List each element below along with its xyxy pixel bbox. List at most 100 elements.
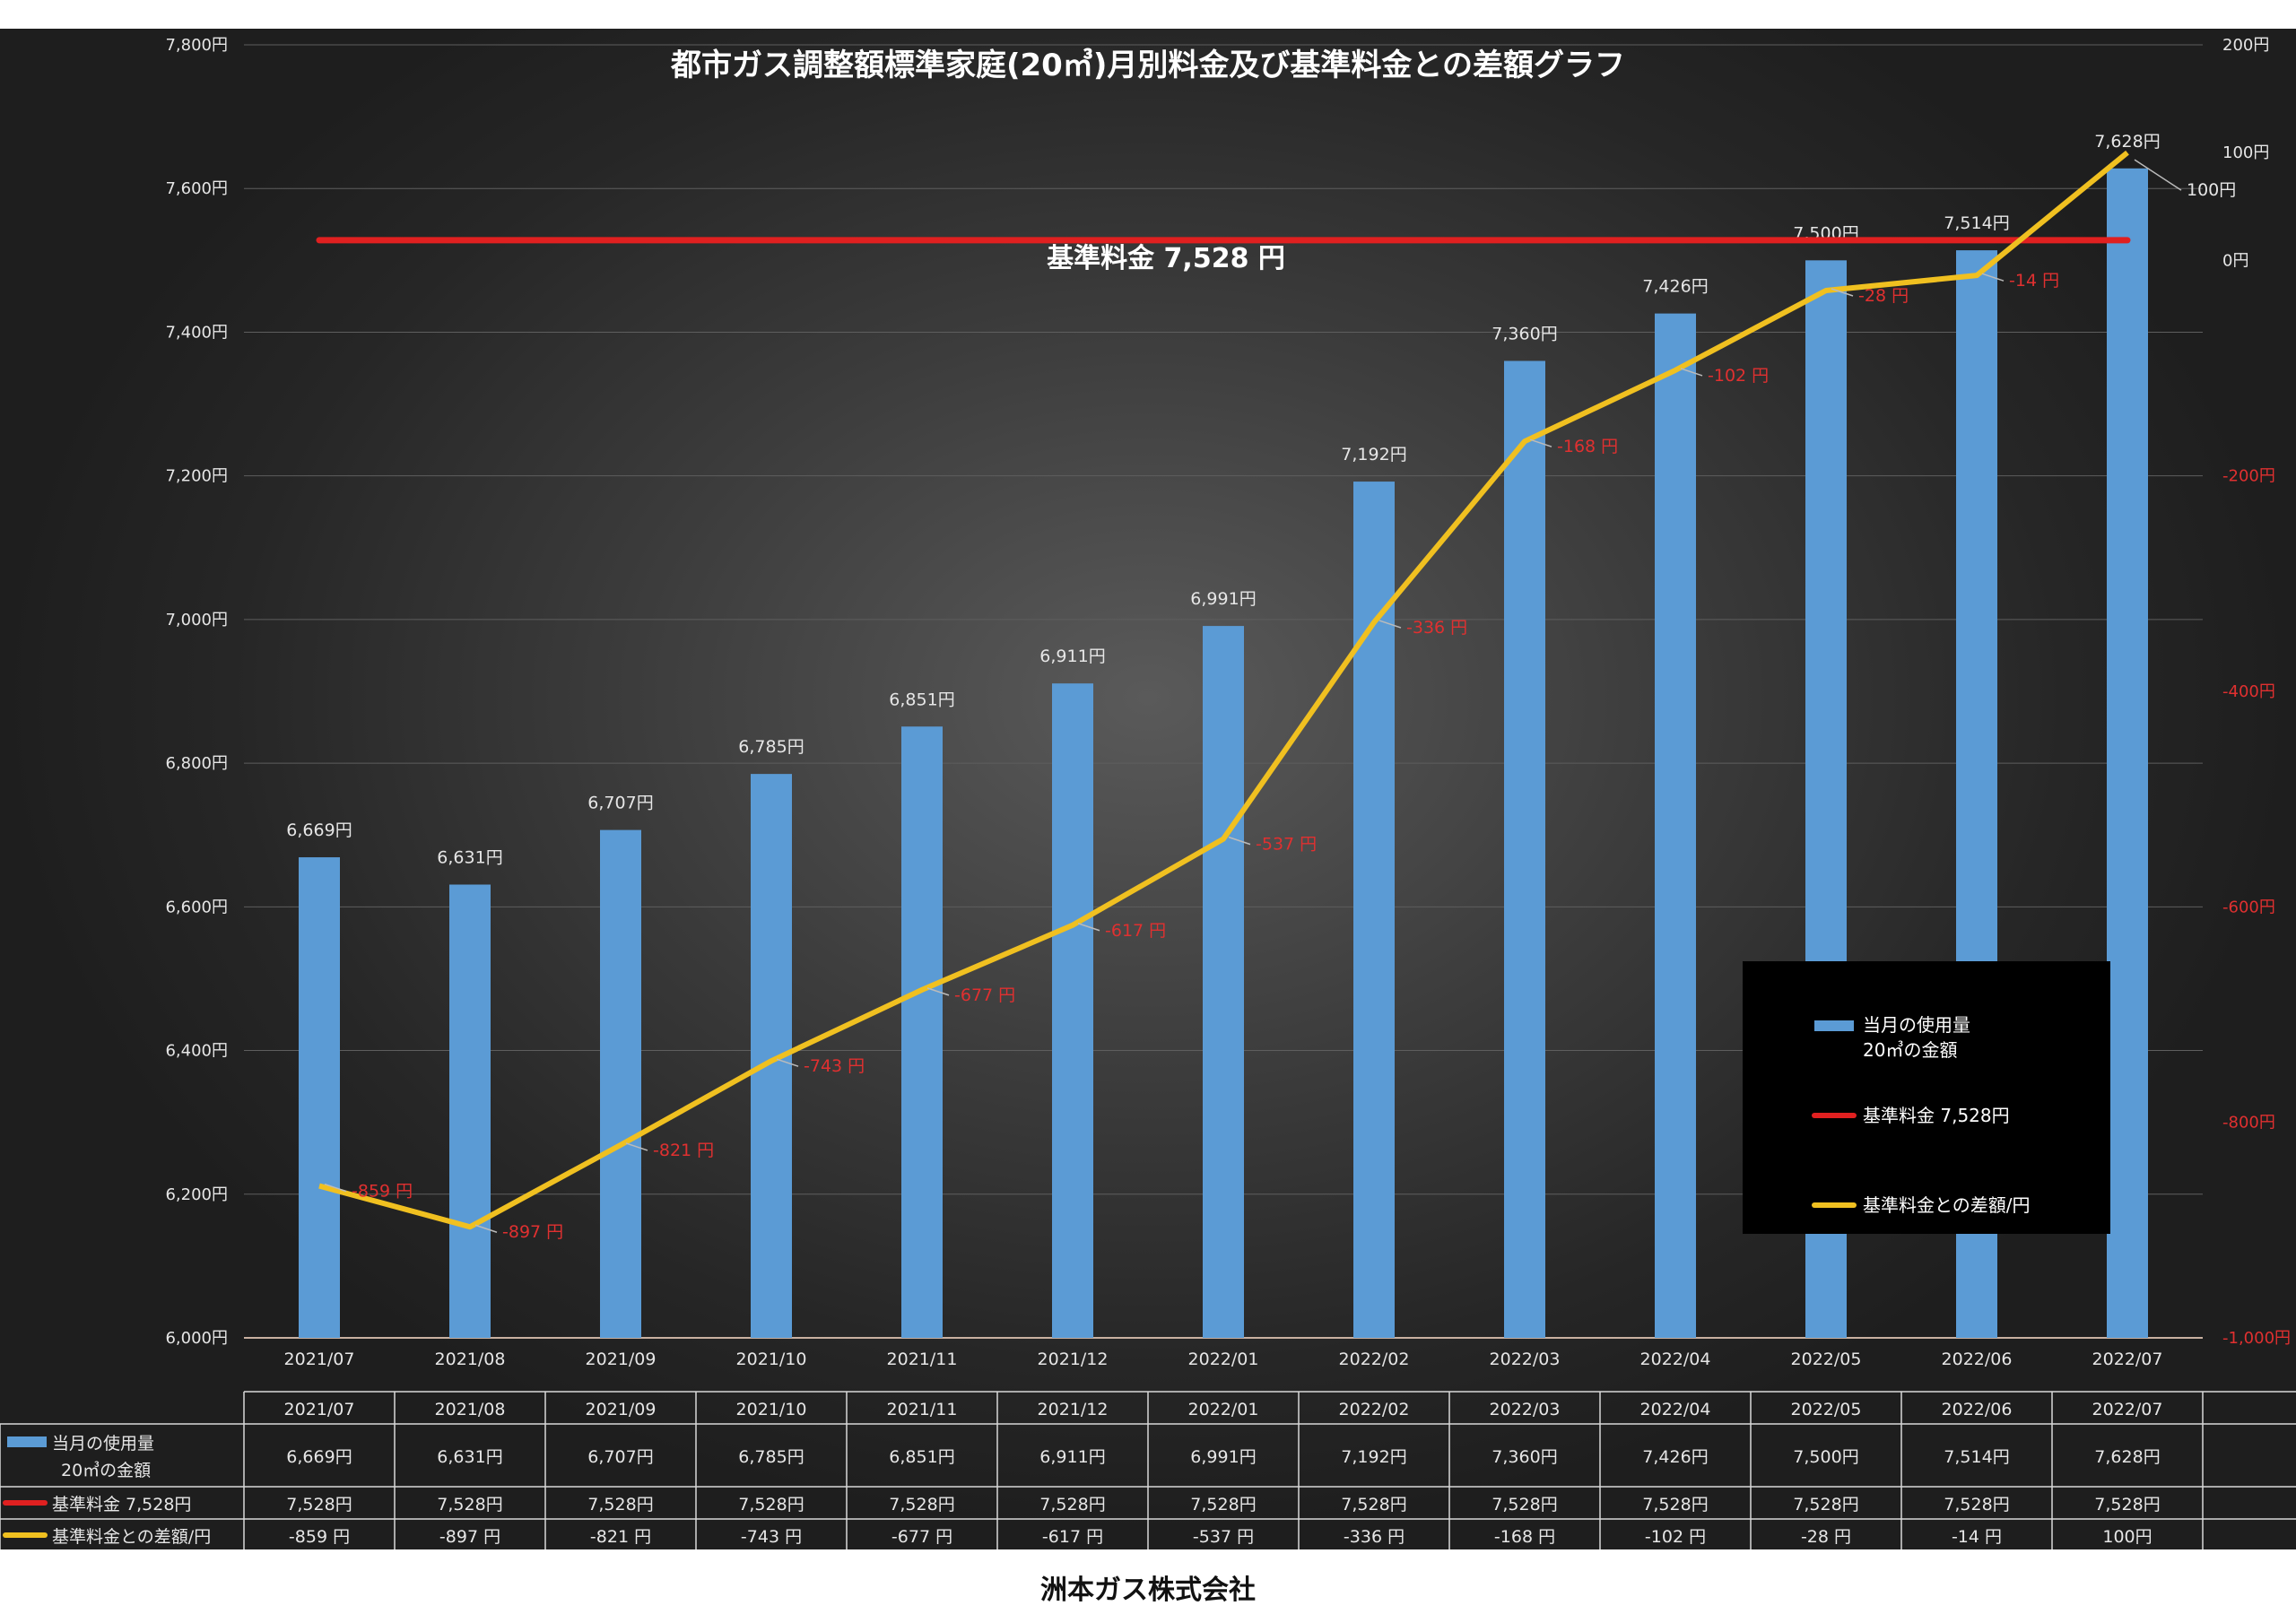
- bar: [1353, 482, 1395, 1338]
- table-cell-diff: 100円: [2102, 1527, 2152, 1547]
- table-cell-diff: -897 円: [439, 1527, 500, 1547]
- table-cell-base: 7,528円: [1793, 1495, 1858, 1515]
- x-tick-label: 2022/07: [2092, 1350, 2163, 1369]
- table-cell-bars: 6,707円: [587, 1447, 653, 1467]
- y-right-tick-label: 0円: [2222, 251, 2248, 270]
- bar-value-label: 6,851円: [889, 690, 954, 709]
- label-leader: [1228, 836, 1251, 846]
- label-leader: [1077, 923, 1100, 932]
- table-header-cell: 2022/02: [1339, 1400, 1410, 1419]
- table-cell-bars: 7,426円: [1642, 1447, 1708, 1467]
- table-cell-base: 7,528円: [2094, 1495, 2160, 1515]
- bar: [2107, 168, 2148, 1338]
- table-cell-bars: 7,192円: [1341, 1447, 1406, 1467]
- label-leader: [1680, 368, 1703, 377]
- table-header-cell: 2022/07: [2092, 1400, 2163, 1419]
- x-tick-label: 2022/04: [1640, 1350, 1711, 1369]
- table-swatch-bars: [7, 1436, 47, 1447]
- table-cell-base: 7,528円: [1492, 1495, 1557, 1515]
- bar: [1203, 626, 1244, 1338]
- x-tick-label: 2022/01: [1188, 1350, 1259, 1369]
- bar-value-label: 6,785円: [738, 737, 804, 757]
- legend-label-bars: 当月の使用量: [1863, 1014, 1970, 1036]
- table-header-cell: 2022/06: [1942, 1400, 2013, 1419]
- diff-value-label: -821 円: [653, 1141, 714, 1160]
- table-cell-diff: -743 円: [741, 1527, 802, 1547]
- table-cell-diff: -28 円: [1801, 1527, 1851, 1547]
- y-left-tick-label: 6,800円: [165, 754, 228, 773]
- bar-value-label: 7,360円: [1492, 324, 1557, 343]
- table-cell-diff: -102 円: [1645, 1527, 1706, 1547]
- diff-value-label: 100円: [2187, 180, 2236, 200]
- bar-value-label: 7,426円: [1642, 277, 1708, 297]
- y-left-tick-label: 7,800円: [165, 36, 228, 55]
- y-left-tick-label: 7,200円: [165, 467, 228, 486]
- table-row-label-bars: 当月の使用量: [52, 1434, 154, 1454]
- table-header-cell: 2022/03: [1490, 1400, 1561, 1419]
- table-row-label-base: 基準料金 7,528円: [52, 1495, 191, 1515]
- bar: [600, 829, 641, 1338]
- table-row-label-diff: 基準料金との差額/円: [52, 1527, 211, 1547]
- bar: [1504, 360, 1545, 1338]
- table-cell-bars: 6,991円: [1190, 1447, 1256, 1467]
- bar: [299, 857, 340, 1338]
- y-right-tick-label: -400円: [2222, 682, 2275, 701]
- label-leader: [1981, 273, 2005, 282]
- x-tick-label: 2022/03: [1490, 1350, 1561, 1369]
- legend-swatch-bars: [1814, 1020, 1854, 1031]
- table-cell-bars: 6,669円: [286, 1447, 352, 1467]
- y-left-tick-label: 6,400円: [165, 1042, 228, 1061]
- x-tick-label: 2022/05: [1791, 1350, 1862, 1369]
- table-cell-base: 7,528円: [286, 1495, 352, 1515]
- table-cell-bars: 7,514円: [1944, 1447, 2009, 1467]
- table-cell-base: 7,528円: [1190, 1495, 1256, 1515]
- table-cell-diff: -168 円: [1494, 1527, 1555, 1547]
- table-header-cell: 2021/12: [1038, 1400, 1109, 1419]
- table-cell-bars: 6,911円: [1039, 1447, 1105, 1467]
- diff-value-label: -897 円: [502, 1222, 563, 1242]
- table-header-cell: 2022/05: [1791, 1400, 1862, 1419]
- diff-value-label: -14 円: [2009, 271, 2059, 291]
- table-cell-base: 7,528円: [437, 1495, 502, 1515]
- x-tick-label: 2021/08: [435, 1350, 506, 1369]
- y-right-tick-label: -600円: [2222, 898, 2275, 916]
- bar-value-label: 7,514円: [1944, 213, 2009, 233]
- table-cell-diff: -336 円: [1344, 1527, 1405, 1547]
- y-left-tick-label: 6,000円: [165, 1329, 228, 1348]
- bar-value-label: 6,991円: [1190, 589, 1256, 609]
- bar-value-label: 7,628円: [2094, 132, 2160, 152]
- label-leader: [776, 1058, 799, 1067]
- y-left-tick-label: 7,600円: [165, 179, 228, 198]
- x-tick-label: 2021/11: [887, 1350, 958, 1369]
- y-left-tick-label: 6,600円: [165, 898, 228, 916]
- bar-value-label: 6,911円: [1039, 647, 1105, 666]
- diff-value-label: -859 円: [352, 1182, 413, 1202]
- table-cell-base: 7,528円: [1944, 1495, 2009, 1515]
- y-right-tick-label: 100円: [2222, 143, 2269, 162]
- diff-value-label: -537 円: [1256, 835, 1317, 855]
- label-leader: [2134, 159, 2182, 191]
- label-leader: [926, 987, 950, 996]
- diff-value-label: -743 円: [804, 1056, 865, 1076]
- y-left-tick-label: 7,000円: [165, 611, 228, 629]
- table-cell-bars: 7,360円: [1492, 1447, 1557, 1467]
- x-tick-label: 2022/02: [1339, 1350, 1410, 1369]
- y-right-tick-label: -200円: [2222, 467, 2275, 486]
- diff-value-label: -168 円: [1557, 437, 1618, 456]
- table-cell-diff: -14 円: [1952, 1527, 2002, 1547]
- y-left-tick-label: 6,200円: [165, 1185, 228, 1204]
- x-tick-label: 2021/09: [586, 1350, 657, 1369]
- label-leader: [1378, 620, 1402, 629]
- legend-label-base: 基準料金 7,528円: [1863, 1105, 2010, 1126]
- bar: [1655, 313, 1696, 1338]
- table-cell-bars: 7,500円: [1793, 1447, 1858, 1467]
- y-right-tick-label: -800円: [2222, 1114, 2275, 1133]
- label-leader: [324, 1183, 347, 1193]
- table-header-cell: 2021/08: [435, 1400, 506, 1419]
- table-cell-base: 7,528円: [1039, 1495, 1105, 1515]
- base-price-annotation: 基準料金 7,528 円: [1047, 243, 1285, 274]
- table-header-cell: 2021/07: [284, 1400, 355, 1419]
- chart-title: 都市ガス調整額標準家庭(20㎥)月別料金及び基準料金との差額グラフ: [670, 48, 1625, 83]
- bar: [1052, 683, 1093, 1338]
- bar-value-label: 6,631円: [437, 847, 502, 867]
